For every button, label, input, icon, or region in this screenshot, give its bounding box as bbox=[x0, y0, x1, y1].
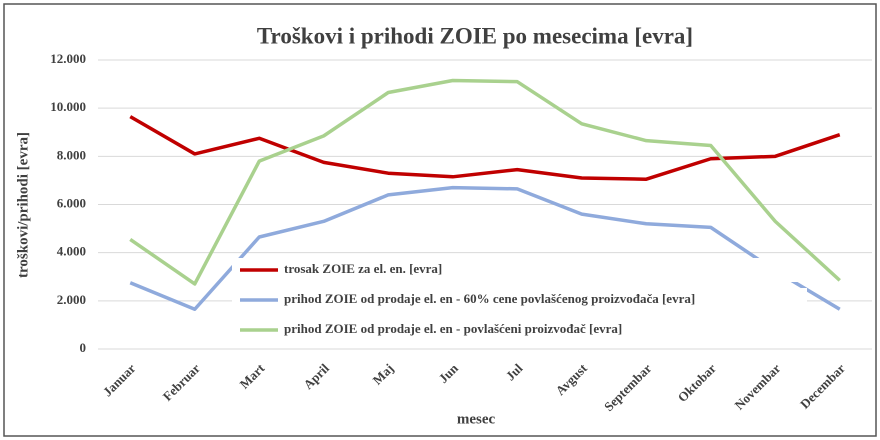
legend-label: prihod ZOIE od prodaje el. en - povlašće… bbox=[284, 321, 622, 336]
series-line bbox=[129, 185, 841, 312]
legend-label: prihod ZOIE od prodaje el. en - 60% cene… bbox=[284, 291, 695, 306]
legend-bg bbox=[232, 288, 807, 312]
x-axis-label: mesec bbox=[457, 411, 496, 427]
y-tick-label: 6.000 bbox=[57, 195, 86, 210]
legend-bg bbox=[232, 318, 807, 342]
y-tick-label: 4.000 bbox=[57, 244, 86, 259]
y-tick-label: 8.000 bbox=[57, 147, 86, 162]
y-tick-label: 12.000 bbox=[50, 51, 86, 66]
chart-title: Troškovi i prihodi ZOIE po mesecima [evr… bbox=[257, 23, 693, 48]
legend-label: trosak ZOIE za el. en. [evra] bbox=[284, 261, 442, 276]
legend-bg bbox=[232, 258, 807, 282]
chart-border bbox=[3, 3, 877, 437]
y-tick-label: 10.000 bbox=[50, 99, 86, 114]
series-line bbox=[129, 78, 841, 286]
y-axis-label: troškovi/prihodi [evra] bbox=[15, 132, 31, 278]
y-tick-label: 2.000 bbox=[57, 292, 86, 307]
y-tick-label: 0 bbox=[80, 340, 87, 355]
